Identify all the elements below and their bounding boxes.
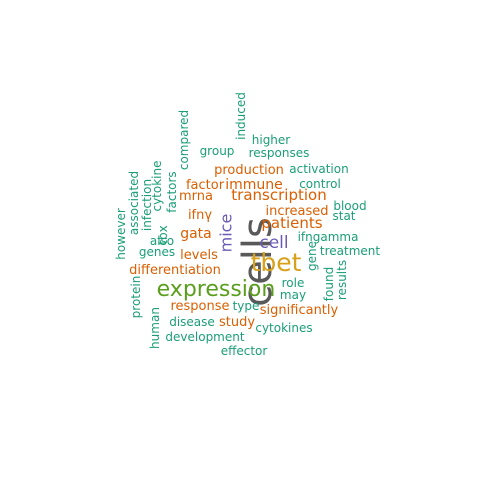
word-compared: compared (177, 110, 191, 170)
word-ifngamma: ifngamma (298, 230, 359, 244)
word-stat: stat (332, 209, 355, 223)
word-factor: factor (186, 178, 225, 193)
word-role: role (282, 276, 305, 290)
word-results: results (335, 260, 349, 300)
word-gene: gene (305, 241, 319, 271)
word-factors: factors (165, 171, 179, 212)
word-differentiation: differentiation (129, 263, 221, 278)
word-group: group (200, 144, 235, 158)
word-associated: associated (127, 171, 141, 235)
word-infection: infection (140, 179, 154, 231)
word-tbet: tbet (251, 248, 302, 277)
word-disease: disease (169, 315, 215, 329)
word-immune: immune (225, 177, 283, 193)
word-significantly: significantly (260, 303, 339, 318)
word-levels: levels (180, 248, 218, 263)
word-also: also (150, 234, 174, 248)
word-response: response (170, 299, 229, 314)
word-human: human (148, 307, 162, 349)
word-effector: effector (221, 344, 268, 358)
word-cells: cells (235, 217, 281, 307)
word-increased: increased (265, 204, 328, 219)
word-genes: genes (139, 245, 175, 259)
word-treatment: treatment (320, 244, 380, 258)
word-responses: responses (249, 146, 310, 160)
word-production: production (214, 163, 284, 178)
word-mice: mice (217, 214, 236, 253)
word-protein: protein (129, 276, 143, 319)
word-patients: patients (261, 214, 322, 232)
word-cytokines: cytokines (255, 321, 312, 335)
word-higher: higher (252, 133, 291, 147)
word-gata: gata (180, 226, 212, 242)
word-tbx: tbx (156, 225, 170, 244)
word-found: found (322, 267, 336, 301)
word-activation: activation (289, 162, 348, 176)
word-type: type (233, 299, 260, 313)
word-mrna: mrna (179, 189, 213, 204)
word-ifny: ifnγ (188, 208, 212, 223)
word-cell: cell (259, 233, 288, 253)
word-control: control (299, 177, 341, 191)
word-may: may (280, 288, 306, 302)
word-however: however (114, 208, 128, 260)
word-cytokine: cytokine (150, 160, 164, 211)
word-expression: expression (157, 277, 276, 302)
word-transcription: transcription (231, 186, 326, 204)
word-study: study (219, 315, 255, 330)
word-development: development (165, 330, 244, 344)
word-induced: induced (234, 92, 248, 140)
word-blood: blood (333, 199, 366, 213)
